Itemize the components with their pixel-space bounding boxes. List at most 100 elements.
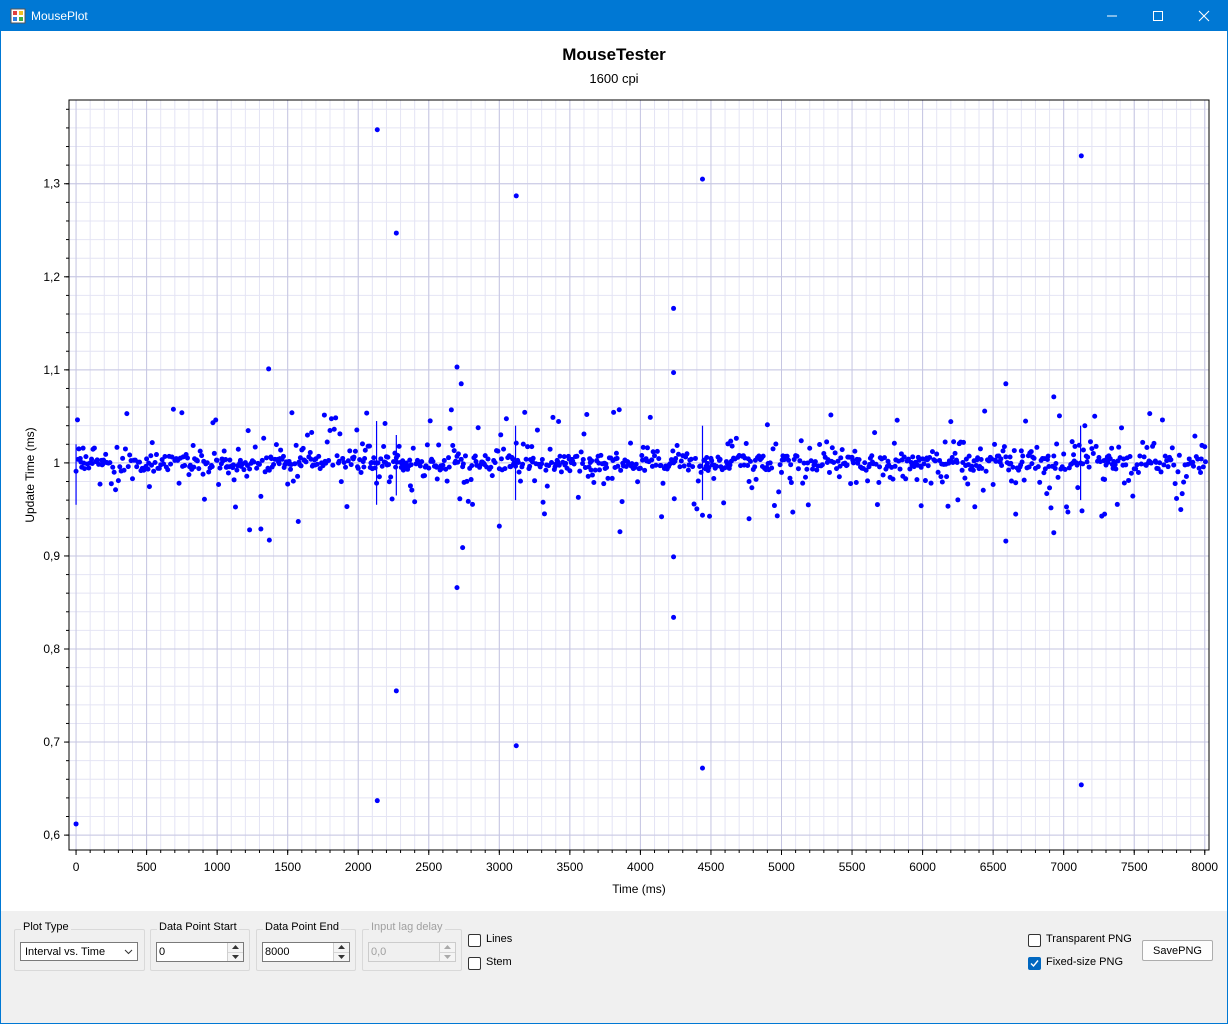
data-point — [677, 464, 683, 470]
data-point — [704, 454, 710, 460]
data-point — [134, 464, 140, 470]
x-tick-label: 6000 — [909, 860, 936, 874]
data-point — [676, 451, 682, 457]
data-point — [513, 463, 519, 469]
data-point — [170, 406, 176, 412]
data-point — [709, 458, 715, 464]
data-point — [1069, 439, 1075, 445]
lines-checkbox-box[interactable] — [468, 934, 481, 947]
transparent-png-checkbox-box[interactable] — [1028, 934, 1041, 947]
data-point — [252, 444, 258, 450]
data-point — [578, 449, 584, 455]
data-point — [362, 456, 368, 462]
data-point — [678, 458, 684, 464]
data-point — [97, 481, 103, 487]
lag-delay-down-button — [440, 952, 455, 962]
fixed-size-png-checkbox-box[interactable] — [1028, 957, 1041, 970]
data-point — [501, 446, 507, 452]
data-point — [362, 447, 368, 453]
data-point — [1006, 467, 1012, 473]
data-point — [214, 457, 220, 463]
data-point — [273, 442, 279, 448]
data-start-down-button[interactable] — [228, 952, 243, 962]
plot-area[interactable]: MouseTester 1600 cpi 0 500 1000 1500 2000 250… — [1, 31, 1227, 911]
data-end-input[interactable] — [265, 944, 333, 959]
data-point — [333, 415, 339, 421]
x-tick-label: 4000 — [627, 860, 654, 874]
minimize-button[interactable] — [1089, 1, 1135, 31]
data-point — [144, 456, 150, 462]
data-point — [465, 498, 471, 504]
data-point — [256, 461, 262, 467]
data-point — [774, 513, 780, 519]
data-point — [103, 451, 109, 457]
data-point — [1086, 464, 1092, 470]
y-tick-label: 0,6 — [43, 828, 60, 842]
data-point — [807, 445, 813, 451]
data-point — [1000, 448, 1006, 454]
data-point — [460, 461, 466, 467]
data-point — [345, 458, 351, 464]
data-point — [290, 478, 296, 484]
data-point — [733, 435, 739, 441]
data-point — [343, 464, 349, 470]
data-point — [451, 448, 457, 454]
plot-type-select[interactable]: Interval vs. Time — [20, 942, 138, 961]
data-point — [659, 514, 665, 520]
data-point — [1168, 457, 1174, 463]
data-start-input[interactable] — [159, 944, 227, 959]
data-point — [993, 458, 999, 464]
x-tick-label: 5000 — [768, 860, 795, 874]
data-point — [1085, 454, 1091, 460]
data-point — [426, 465, 432, 471]
data-point — [671, 370, 677, 376]
data-point — [544, 483, 550, 489]
data-point — [937, 457, 943, 463]
data-point — [1109, 445, 1115, 451]
data-start-up-button[interactable] — [228, 943, 243, 952]
data-point — [190, 443, 196, 449]
data-point — [344, 504, 350, 510]
save-png-button[interactable]: SavePNG — [1142, 940, 1213, 961]
data-point — [358, 469, 364, 475]
data-point — [1105, 459, 1111, 465]
data-point — [540, 499, 546, 505]
data-point — [704, 460, 710, 466]
data-point — [464, 478, 470, 484]
data-point — [196, 466, 202, 472]
data-point — [513, 440, 519, 446]
data-point — [336, 458, 342, 464]
data-point — [694, 506, 700, 512]
close-button[interactable] — [1181, 1, 1227, 31]
data-point — [929, 449, 935, 455]
data-point — [458, 381, 464, 387]
title-bar[interactable]: MousePlot — [1, 1, 1227, 31]
data-point — [688, 456, 694, 462]
stem-checkbox-box[interactable] — [468, 957, 481, 970]
data-point — [905, 456, 911, 462]
data-point — [337, 431, 343, 437]
data-end-down-button[interactable] — [334, 952, 349, 962]
data-point — [395, 453, 401, 459]
data-point — [340, 455, 346, 461]
data-point — [856, 457, 862, 463]
data-point — [1003, 454, 1009, 460]
data-point — [1114, 501, 1120, 507]
data-start-stepper[interactable] — [156, 942, 244, 962]
data-point — [266, 467, 272, 473]
data-end-up-button[interactable] — [334, 943, 349, 952]
data-point — [1047, 485, 1053, 491]
data-point — [393, 230, 399, 236]
scatter-plot[interactable]: 0 500 1000 1500 2000 2500 3000 3500 4000 4500 5000… — [1, 31, 1227, 911]
data-point — [711, 476, 717, 482]
data-point — [948, 419, 954, 425]
data-point — [1056, 413, 1062, 419]
data-point — [814, 467, 820, 473]
data-point — [389, 496, 395, 502]
maximize-button[interactable] — [1135, 1, 1181, 31]
data-point — [374, 480, 380, 486]
plot-type-group: Plot Type Interval vs. Time — [14, 921, 145, 971]
data-point — [211, 450, 217, 456]
data-point — [844, 462, 850, 468]
data-end-stepper[interactable] — [262, 942, 350, 962]
